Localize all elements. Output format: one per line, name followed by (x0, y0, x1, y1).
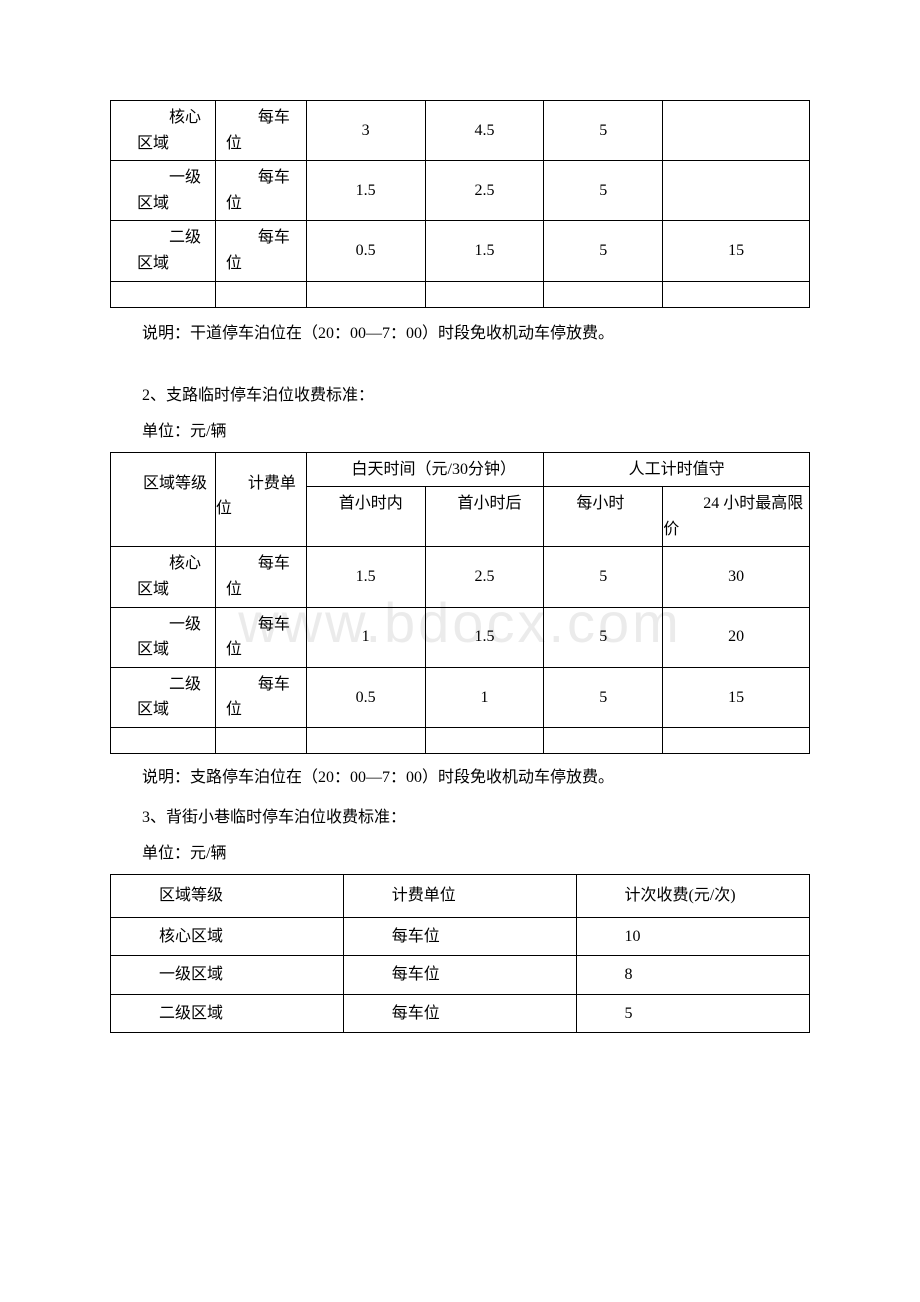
table-row: 二级区域 每车位 0.5 1 5 15 (111, 667, 810, 727)
section3-title: 3、背街小巷临时停车泊位收费标准： (110, 802, 810, 834)
cell-val: 1.5 (306, 547, 425, 607)
cell-area: 一级区域 (111, 161, 216, 221)
cell-val: 15 (663, 221, 810, 281)
table-row: 一级区域 每车位 1.5 2.5 5 (111, 161, 810, 221)
cell-val: 5 (544, 607, 663, 667)
cell-unit: 每车位 (215, 607, 306, 667)
section2-title: 2、支路临时停车泊位收费标准： (110, 380, 810, 412)
head-unit: 计费单位 (343, 874, 576, 917)
cell-area: 一级区域 (111, 956, 344, 995)
head-area: 区域等级 (111, 874, 344, 917)
cell-val: 4.5 (425, 101, 544, 161)
cell-val (663, 101, 810, 161)
head-after: 首小时后 (425, 487, 544, 547)
table-branch-road: 区域等级 计费单位 白天时间（元/30分钟） 人工计时值守 首小时内 首小时后 … (110, 452, 810, 754)
cell-unit: 每车位 (343, 956, 576, 995)
table-head-row: 区域等级 计费单位 计次收费(元/次) (111, 874, 810, 917)
cell-val: 3 (306, 101, 425, 161)
head-daytime: 白天时间（元/30分钟） (306, 452, 544, 487)
head-area: 区域等级 (111, 452, 216, 547)
cell-val: 5 (576, 994, 809, 1033)
cell-val: 2.5 (425, 161, 544, 221)
cell-area: 二级区域 (111, 221, 216, 281)
cell-val: 10 (576, 917, 809, 956)
cell-area: 一级区域 (111, 607, 216, 667)
cell-unit: 每车位 (343, 917, 576, 956)
head-manual: 人工计时值守 (544, 452, 810, 487)
cell-val: 1 (425, 667, 544, 727)
table-row-empty (111, 281, 810, 307)
table-row: 核心区域 每车位 1.5 2.5 5 30 (111, 547, 810, 607)
note-branch-road: 说明：支路停车泊位在（20：00—7：00）时段免收机动车停放费。 (110, 762, 810, 794)
cell-unit: 每车位 (215, 101, 306, 161)
head-cap: 24 小时最高限价 (663, 487, 810, 547)
note-main-road: 说明：干道停车泊位在（20：00—7：00）时段免收机动车停放费。 (110, 318, 810, 350)
cell-unit: 每车位 (343, 994, 576, 1033)
table-row: 二级区域 每车位 0.5 1.5 5 15 (111, 221, 810, 281)
cell-unit: 每车位 (215, 221, 306, 281)
cell-val: 1 (306, 607, 425, 667)
head-within: 首小时内 (306, 487, 425, 547)
cell-area: 核心区域 (111, 917, 344, 956)
head-charge: 计次收费(元/次) (576, 874, 809, 917)
cell-val: 0.5 (306, 221, 425, 281)
head-unit: 计费单位 (215, 452, 306, 547)
table-row: 核心区域 每车位 3 4.5 5 (111, 101, 810, 161)
cell-val: 8 (576, 956, 809, 995)
cell-unit: 每车位 (215, 547, 306, 607)
cell-val: 1.5 (425, 221, 544, 281)
table-row: 核心区域 每车位 10 (111, 917, 810, 956)
table-back-street: 区域等级 计费单位 计次收费(元/次) 核心区域 每车位 10 一级区域 每车位… (110, 874, 810, 1033)
cell-area: 二级区域 (111, 994, 344, 1033)
head-perhour: 每小时 (544, 487, 663, 547)
cell-val: 1.5 (306, 161, 425, 221)
cell-area: 核心区域 (111, 101, 216, 161)
table-row: 一级区域 每车位 8 (111, 956, 810, 995)
cell-val: 2.5 (425, 547, 544, 607)
cell-val: 5 (544, 547, 663, 607)
cell-val (663, 161, 810, 221)
cell-val: 5 (544, 667, 663, 727)
section2-unit: 单位：元/辆 (110, 416, 810, 448)
cell-val: 15 (663, 667, 810, 727)
cell-val: 5 (544, 101, 663, 161)
table-head-row: 区域等级 计费单位 白天时间（元/30分钟） 人工计时值守 (111, 452, 810, 487)
table-main-road: 核心区域 每车位 3 4.5 5 一级区域 每车位 1.5 2.5 5 二级区域… (110, 100, 810, 308)
cell-area: 二级区域 (111, 667, 216, 727)
cell-val: 5 (544, 221, 663, 281)
cell-val: 30 (663, 547, 810, 607)
cell-unit: 每车位 (215, 667, 306, 727)
cell-val: 20 (663, 607, 810, 667)
cell-val: 5 (544, 161, 663, 221)
cell-area: 核心区域 (111, 547, 216, 607)
table-row: 一级区域 每车位 1 1.5 5 20 (111, 607, 810, 667)
cell-val: 1.5 (425, 607, 544, 667)
cell-val: 0.5 (306, 667, 425, 727)
section3-unit: 单位：元/辆 (110, 838, 810, 870)
table-row: 二级区域 每车位 5 (111, 994, 810, 1033)
cell-unit: 每车位 (215, 161, 306, 221)
table-row-empty (111, 727, 810, 753)
